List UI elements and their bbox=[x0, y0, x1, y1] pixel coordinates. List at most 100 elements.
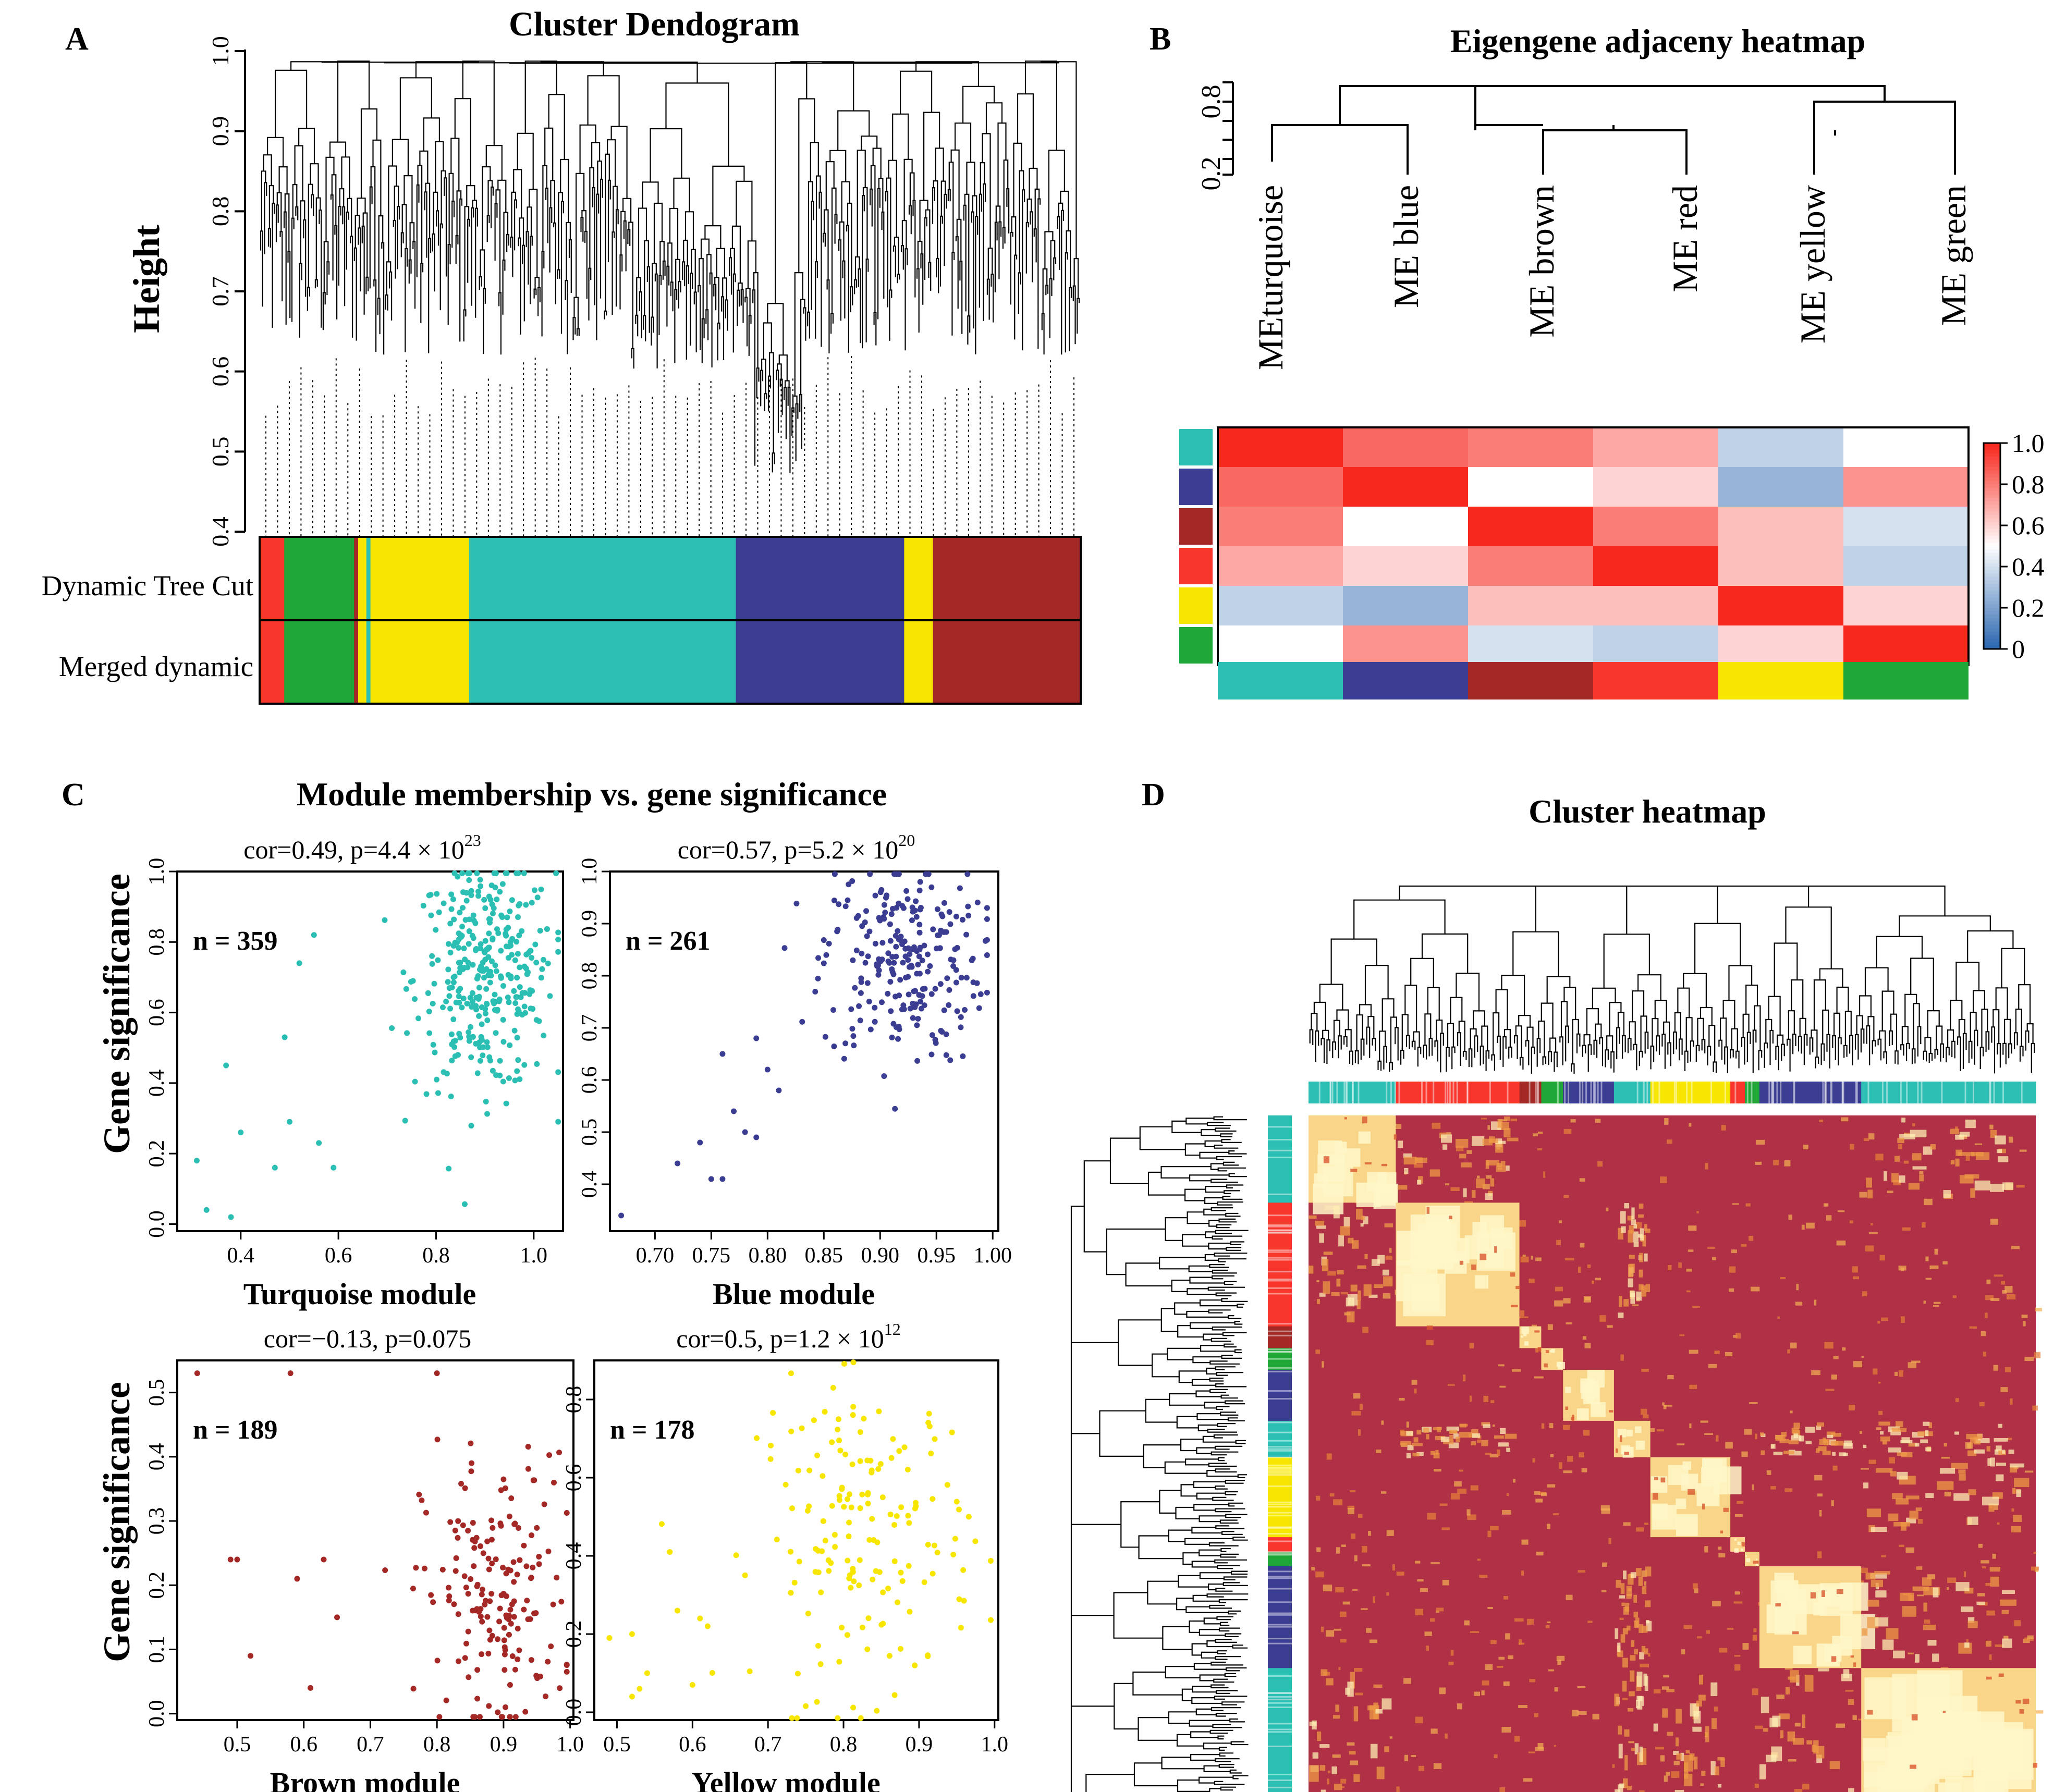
c-point bbox=[949, 1429, 955, 1435]
c-point bbox=[674, 1607, 680, 1614]
c-point bbox=[818, 1589, 824, 1595]
c-point bbox=[954, 1008, 960, 1014]
c-point bbox=[906, 964, 912, 970]
c-point bbox=[449, 985, 455, 991]
c-point bbox=[452, 1038, 458, 1044]
c-point bbox=[869, 1467, 875, 1474]
d-left-strip-line bbox=[1268, 1474, 1292, 1476]
d-top-strip-segment bbox=[1861, 1082, 2036, 1103]
d-heat-offdiag bbox=[1998, 1423, 2002, 1428]
d-heat-speckle bbox=[1752, 1635, 1757, 1641]
c-point bbox=[501, 1637, 507, 1643]
c-x-tick-label: 1.00 bbox=[973, 1244, 1012, 1268]
c-point bbox=[907, 1609, 913, 1615]
d-heat-offdiag bbox=[1503, 1128, 1511, 1138]
c-point bbox=[902, 953, 909, 960]
d-heat-speckle bbox=[1518, 1639, 1522, 1645]
d-heat-speckle bbox=[1456, 1146, 1464, 1151]
c-point bbox=[877, 889, 884, 895]
c-point bbox=[956, 1596, 962, 1602]
c-point bbox=[460, 905, 466, 911]
d-heat-block-core bbox=[1342, 1148, 1361, 1167]
c-point bbox=[930, 926, 936, 932]
c-point bbox=[747, 1668, 753, 1675]
d-left-strip-line bbox=[1268, 1229, 1292, 1231]
c-x-tick-label: 0.80 bbox=[749, 1244, 787, 1268]
panel-c-ylabel-bottom: Gene significance bbox=[96, 1382, 138, 1662]
d-heat-speckle bbox=[1579, 1452, 1584, 1458]
c-point bbox=[512, 1000, 519, 1007]
c-point bbox=[482, 1006, 488, 1012]
c-point bbox=[675, 1160, 681, 1167]
d-heat-offdiag bbox=[1867, 1600, 1879, 1607]
b-row-color bbox=[1179, 627, 1213, 664]
c-point bbox=[830, 1007, 837, 1013]
d-heat-speckle bbox=[1977, 1593, 1985, 1597]
d-heat-offdiag bbox=[1633, 1242, 1639, 1247]
d-heat-offdiag bbox=[1618, 1725, 1622, 1735]
b-colorbar-step bbox=[1984, 511, 2000, 516]
d-heat-speckle bbox=[1824, 1342, 1833, 1349]
b-colorbar-step bbox=[1984, 525, 2000, 530]
d-heat-speckle bbox=[1481, 1690, 1485, 1696]
c-point bbox=[506, 1513, 512, 1519]
d-heat-speckle bbox=[1347, 1508, 1354, 1515]
d-heat-offdiag bbox=[1639, 1284, 1644, 1291]
d-heat-offdiag bbox=[1822, 1451, 1831, 1456]
c-point bbox=[450, 974, 457, 980]
c-point bbox=[493, 1556, 499, 1563]
d-heat-speckle bbox=[1485, 1664, 1493, 1670]
d-top-strip-line bbox=[1724, 1082, 1726, 1103]
d-heat-speckle bbox=[1753, 1628, 1757, 1633]
d-top-strip-line bbox=[1842, 1082, 1844, 1103]
d-heat-offdiag bbox=[1639, 1746, 1643, 1762]
c-x-tick-label: 0.70 bbox=[636, 1244, 675, 1268]
c-point bbox=[516, 1525, 522, 1531]
d-heat-offdiag bbox=[1446, 1426, 1459, 1431]
d-heat-speckle bbox=[1705, 1163, 1708, 1170]
b-axis-tick-02: 0.2 bbox=[1196, 157, 1226, 191]
c-point bbox=[788, 1428, 794, 1434]
c-point bbox=[484, 1017, 491, 1024]
c-point bbox=[564, 1510, 570, 1516]
d-heat-block-speckle bbox=[1344, 1117, 1348, 1120]
c-point bbox=[564, 1662, 570, 1668]
c-point bbox=[988, 1617, 994, 1623]
d-heat-offdiag bbox=[1989, 1567, 2001, 1572]
d-heat-speckle bbox=[1322, 1361, 1324, 1368]
c-point bbox=[511, 988, 517, 994]
a-strip-segment-top bbox=[736, 537, 904, 619]
d-heat-speckle bbox=[1696, 1211, 1699, 1214]
d-heat-offdiag bbox=[1642, 1235, 1646, 1247]
d-heat-speckle bbox=[1477, 1558, 1481, 1561]
d-left-strip-segment bbox=[1268, 1326, 1292, 1348]
d-heat-speckle bbox=[1749, 1236, 1754, 1241]
d-heat-offdiag bbox=[1888, 1513, 1899, 1521]
panel-d-top-dendrogram bbox=[1309, 885, 2035, 1074]
c-point bbox=[456, 969, 462, 976]
d-heat-offdiag bbox=[1406, 1453, 1411, 1458]
c-point bbox=[953, 979, 959, 986]
c-point bbox=[534, 894, 541, 901]
b-row-color bbox=[1179, 508, 1213, 545]
d-heat-speckle bbox=[1734, 1655, 1741, 1657]
c-point bbox=[500, 1039, 507, 1045]
c-point bbox=[788, 1549, 794, 1555]
d-heat-offdiag bbox=[1618, 1744, 1623, 1759]
d-heat-offdiag bbox=[1620, 1211, 1626, 1224]
d-heat-offdiag bbox=[1618, 1784, 1623, 1792]
d-heat-block-speckle bbox=[1537, 1346, 1542, 1352]
d-heat-offdiag bbox=[1347, 1681, 1354, 1697]
d-heat-speckle bbox=[1657, 1429, 1664, 1432]
d-left-strip-line bbox=[1268, 1446, 1292, 1448]
c-point bbox=[463, 898, 470, 904]
d-heat-block-core bbox=[1917, 1696, 1978, 1756]
d-heat-offdiag bbox=[1459, 1423, 1467, 1428]
d-heat-offdiag bbox=[1628, 1264, 1633, 1278]
d-heat-speckle bbox=[1424, 1631, 1432, 1636]
b-row-color bbox=[1179, 548, 1213, 584]
d-heat-speckle bbox=[1770, 1486, 1776, 1490]
c-point bbox=[506, 999, 512, 1005]
c-point bbox=[937, 981, 944, 987]
d-heat-speckle bbox=[1688, 1249, 1694, 1252]
